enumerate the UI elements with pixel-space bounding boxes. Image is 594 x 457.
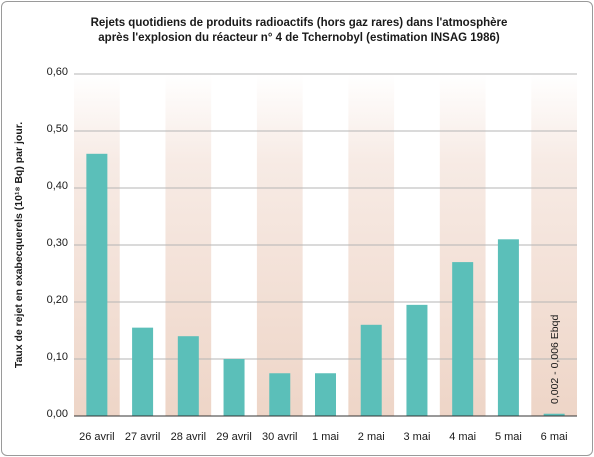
x-tick-label: 28 avril bbox=[171, 431, 206, 443]
bar bbox=[497, 239, 519, 416]
chart-title-line-1: Rejets quotidiens de produits radioactif… bbox=[90, 17, 508, 29]
bar-annotation: 0,002 - 0,006 Ebqd bbox=[549, 315, 561, 404]
bar bbox=[315, 373, 336, 416]
bar bbox=[86, 153, 108, 417]
y-tick-label: 0,30 bbox=[47, 237, 68, 249]
bar bbox=[360, 324, 382, 416]
y-tick-label: 0,50 bbox=[47, 123, 68, 135]
x-tick-label: 1 mai bbox=[312, 431, 339, 443]
y-tick-label: 0,10 bbox=[47, 351, 68, 363]
x-tick-label: 26 avril bbox=[79, 431, 114, 443]
y-tick-label: 0,60 bbox=[47, 66, 68, 78]
x-tick-label: 27 avril bbox=[125, 431, 160, 443]
bar bbox=[223, 359, 245, 416]
x-axis-ticks: 26 avril 27 avril 28 avril 29 avril 30 avril… bbox=[79, 431, 567, 443]
bar bbox=[269, 373, 291, 416]
y-tick-label: 0,20 bbox=[47, 294, 68, 306]
y-axis-ticks: 0,00 0,10 0,20 0,30 0,40 0,50 0,60 bbox=[47, 66, 68, 420]
bar bbox=[543, 413, 565, 416]
bar bbox=[132, 327, 154, 416]
x-tick-label: 29 avril bbox=[216, 431, 251, 443]
chart-title: Rejets quotidiens de produits radioactif… bbox=[2, 16, 594, 46]
y-tick-label: 0,40 bbox=[47, 180, 68, 192]
gridlines bbox=[74, 73, 577, 360]
x-tick-label: 30 avril bbox=[262, 431, 297, 443]
bar bbox=[452, 262, 474, 416]
x-tick-label: 2 mai bbox=[358, 431, 385, 443]
bar bbox=[406, 304, 428, 416]
y-tick-label: 0,00 bbox=[47, 408, 68, 420]
y-axis-label: Taux de rejet en exabecquerels (10¹⁸ Bq)… bbox=[13, 122, 25, 368]
bars bbox=[86, 153, 565, 417]
x-tick-label: 4 mai bbox=[449, 431, 476, 443]
chart-title-line-2: après l'explosion du réacteur n° 4 de Tc… bbox=[98, 32, 500, 44]
x-tick-label: 6 mai bbox=[541, 431, 568, 443]
bar bbox=[177, 336, 199, 416]
x-tick-label: 5 mai bbox=[495, 431, 522, 443]
x-tick-label: 3 mai bbox=[404, 431, 431, 443]
